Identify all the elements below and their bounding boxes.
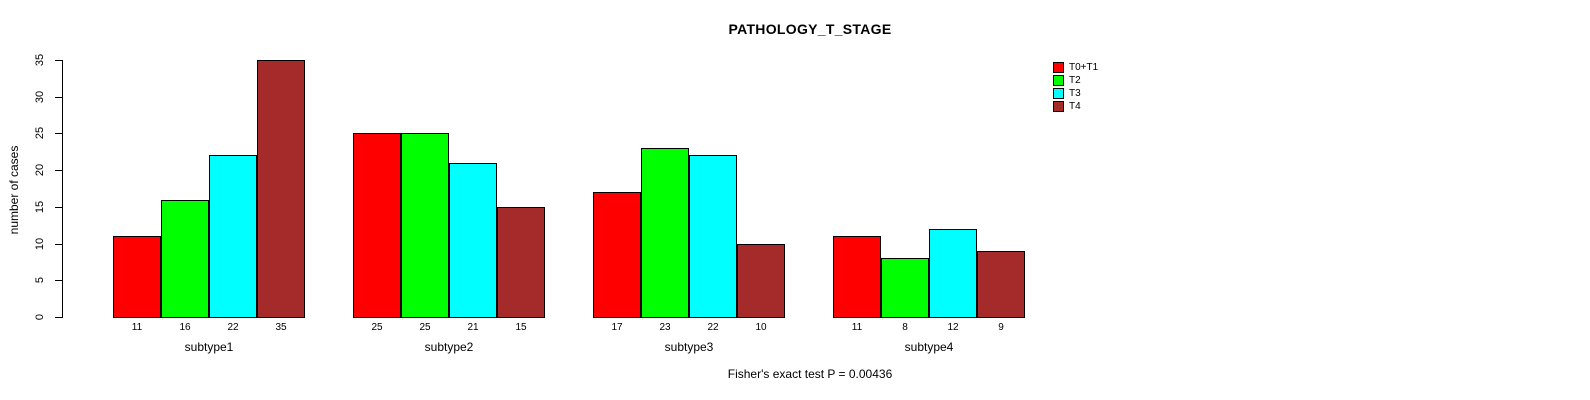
bar-subtype4-T4	[977, 250, 1025, 318]
bar-subtype2-T3	[449, 162, 497, 318]
legend-item: T0+T1	[1053, 61, 1098, 74]
bar-subtype3-T3	[689, 155, 737, 318]
y-tick-label: 25	[34, 127, 46, 140]
bar-value-label: 25	[419, 322, 431, 333]
y-tick-label: 35	[34, 53, 46, 67]
y-axis-label: number of cases	[7, 145, 21, 235]
category-label: subtype3	[664, 340, 714, 354]
legend-swatch	[1053, 62, 1064, 73]
legend-item-label: T3	[1069, 88, 1081, 99]
y-tick	[55, 206, 62, 208]
bar-subtype2-T4	[497, 206, 545, 318]
y-tick	[55, 170, 62, 172]
y-tick-label: 30	[34, 90, 46, 103]
category-label: subtype2	[424, 340, 474, 354]
y-tick	[55, 60, 62, 61]
bar-value-label: 16	[179, 322, 191, 333]
legend-swatch	[1053, 88, 1064, 99]
bar-subtype3-T0+T1	[593, 192, 641, 318]
category-label: subtype4	[904, 340, 954, 354]
bar-value-label: 10	[755, 322, 767, 333]
bar-value-label: 17	[611, 322, 623, 333]
bar-subtype3-T4	[737, 243, 785, 318]
bar-value-label: 11	[851, 322, 863, 333]
bar-subtype1-T2	[161, 199, 209, 318]
bar-subtype4-T3	[929, 228, 977, 318]
bar-subtype2-T2	[401, 133, 449, 318]
bar-value-label: 25	[371, 322, 383, 333]
y-tick-label: 5	[34, 277, 46, 284]
y-tick	[55, 96, 62, 98]
bar-value-label: 22	[227, 322, 239, 333]
bar-subtype2-T0+T1	[353, 133, 401, 318]
legend-item: T4	[1053, 100, 1098, 113]
bar-subtype1-T4	[257, 60, 305, 318]
y-tick	[55, 317, 62, 318]
y-tick-label: 0	[34, 313, 46, 321]
legend-item-label: T0+T1	[1069, 62, 1099, 73]
y-tick	[55, 133, 62, 135]
legend-swatch	[1053, 75, 1064, 86]
y-tick-label: 10	[34, 237, 46, 250]
y-tick	[55, 280, 62, 282]
y-tick-label: 15	[34, 200, 46, 213]
category-label: subtype1	[184, 340, 234, 354]
bar-value-label: 35	[275, 322, 287, 333]
legend: T0+T1 T2 T3 T4	[1053, 61, 1098, 113]
legend-item-label: T4	[1069, 101, 1081, 112]
legend-item: T2	[1053, 74, 1098, 87]
bar-value-label: 9	[998, 322, 1004, 333]
bar-value-label: 8	[902, 322, 908, 333]
bar-value-label: 15	[515, 322, 527, 333]
bar-value-label: 22	[707, 322, 719, 333]
caption: Fisher's exact test P = 0.00436	[727, 367, 893, 381]
bar-value-label: 23	[659, 322, 671, 333]
bar-subtype3-T2	[641, 148, 689, 318]
chart-title: PATHOLOGY_T_STAGE	[728, 21, 892, 37]
bar-value-label: 21	[467, 322, 479, 333]
legend-item: T3	[1053, 87, 1098, 100]
legend-item-label: T2	[1069, 75, 1081, 86]
y-axis-line	[62, 60, 63, 318]
bar-value-label: 12	[947, 322, 959, 333]
y-tick-label: 20	[34, 164, 46, 177]
bar-subtype1-T0+T1	[113, 236, 161, 318]
bar-subtype4-T0+T1	[833, 236, 881, 318]
legend-swatch	[1053, 101, 1064, 112]
y-tick	[55, 243, 62, 245]
bar-subtype4-T2	[881, 258, 929, 318]
bar-subtype1-T3	[209, 155, 257, 318]
bar-value-label: 11	[131, 322, 143, 333]
